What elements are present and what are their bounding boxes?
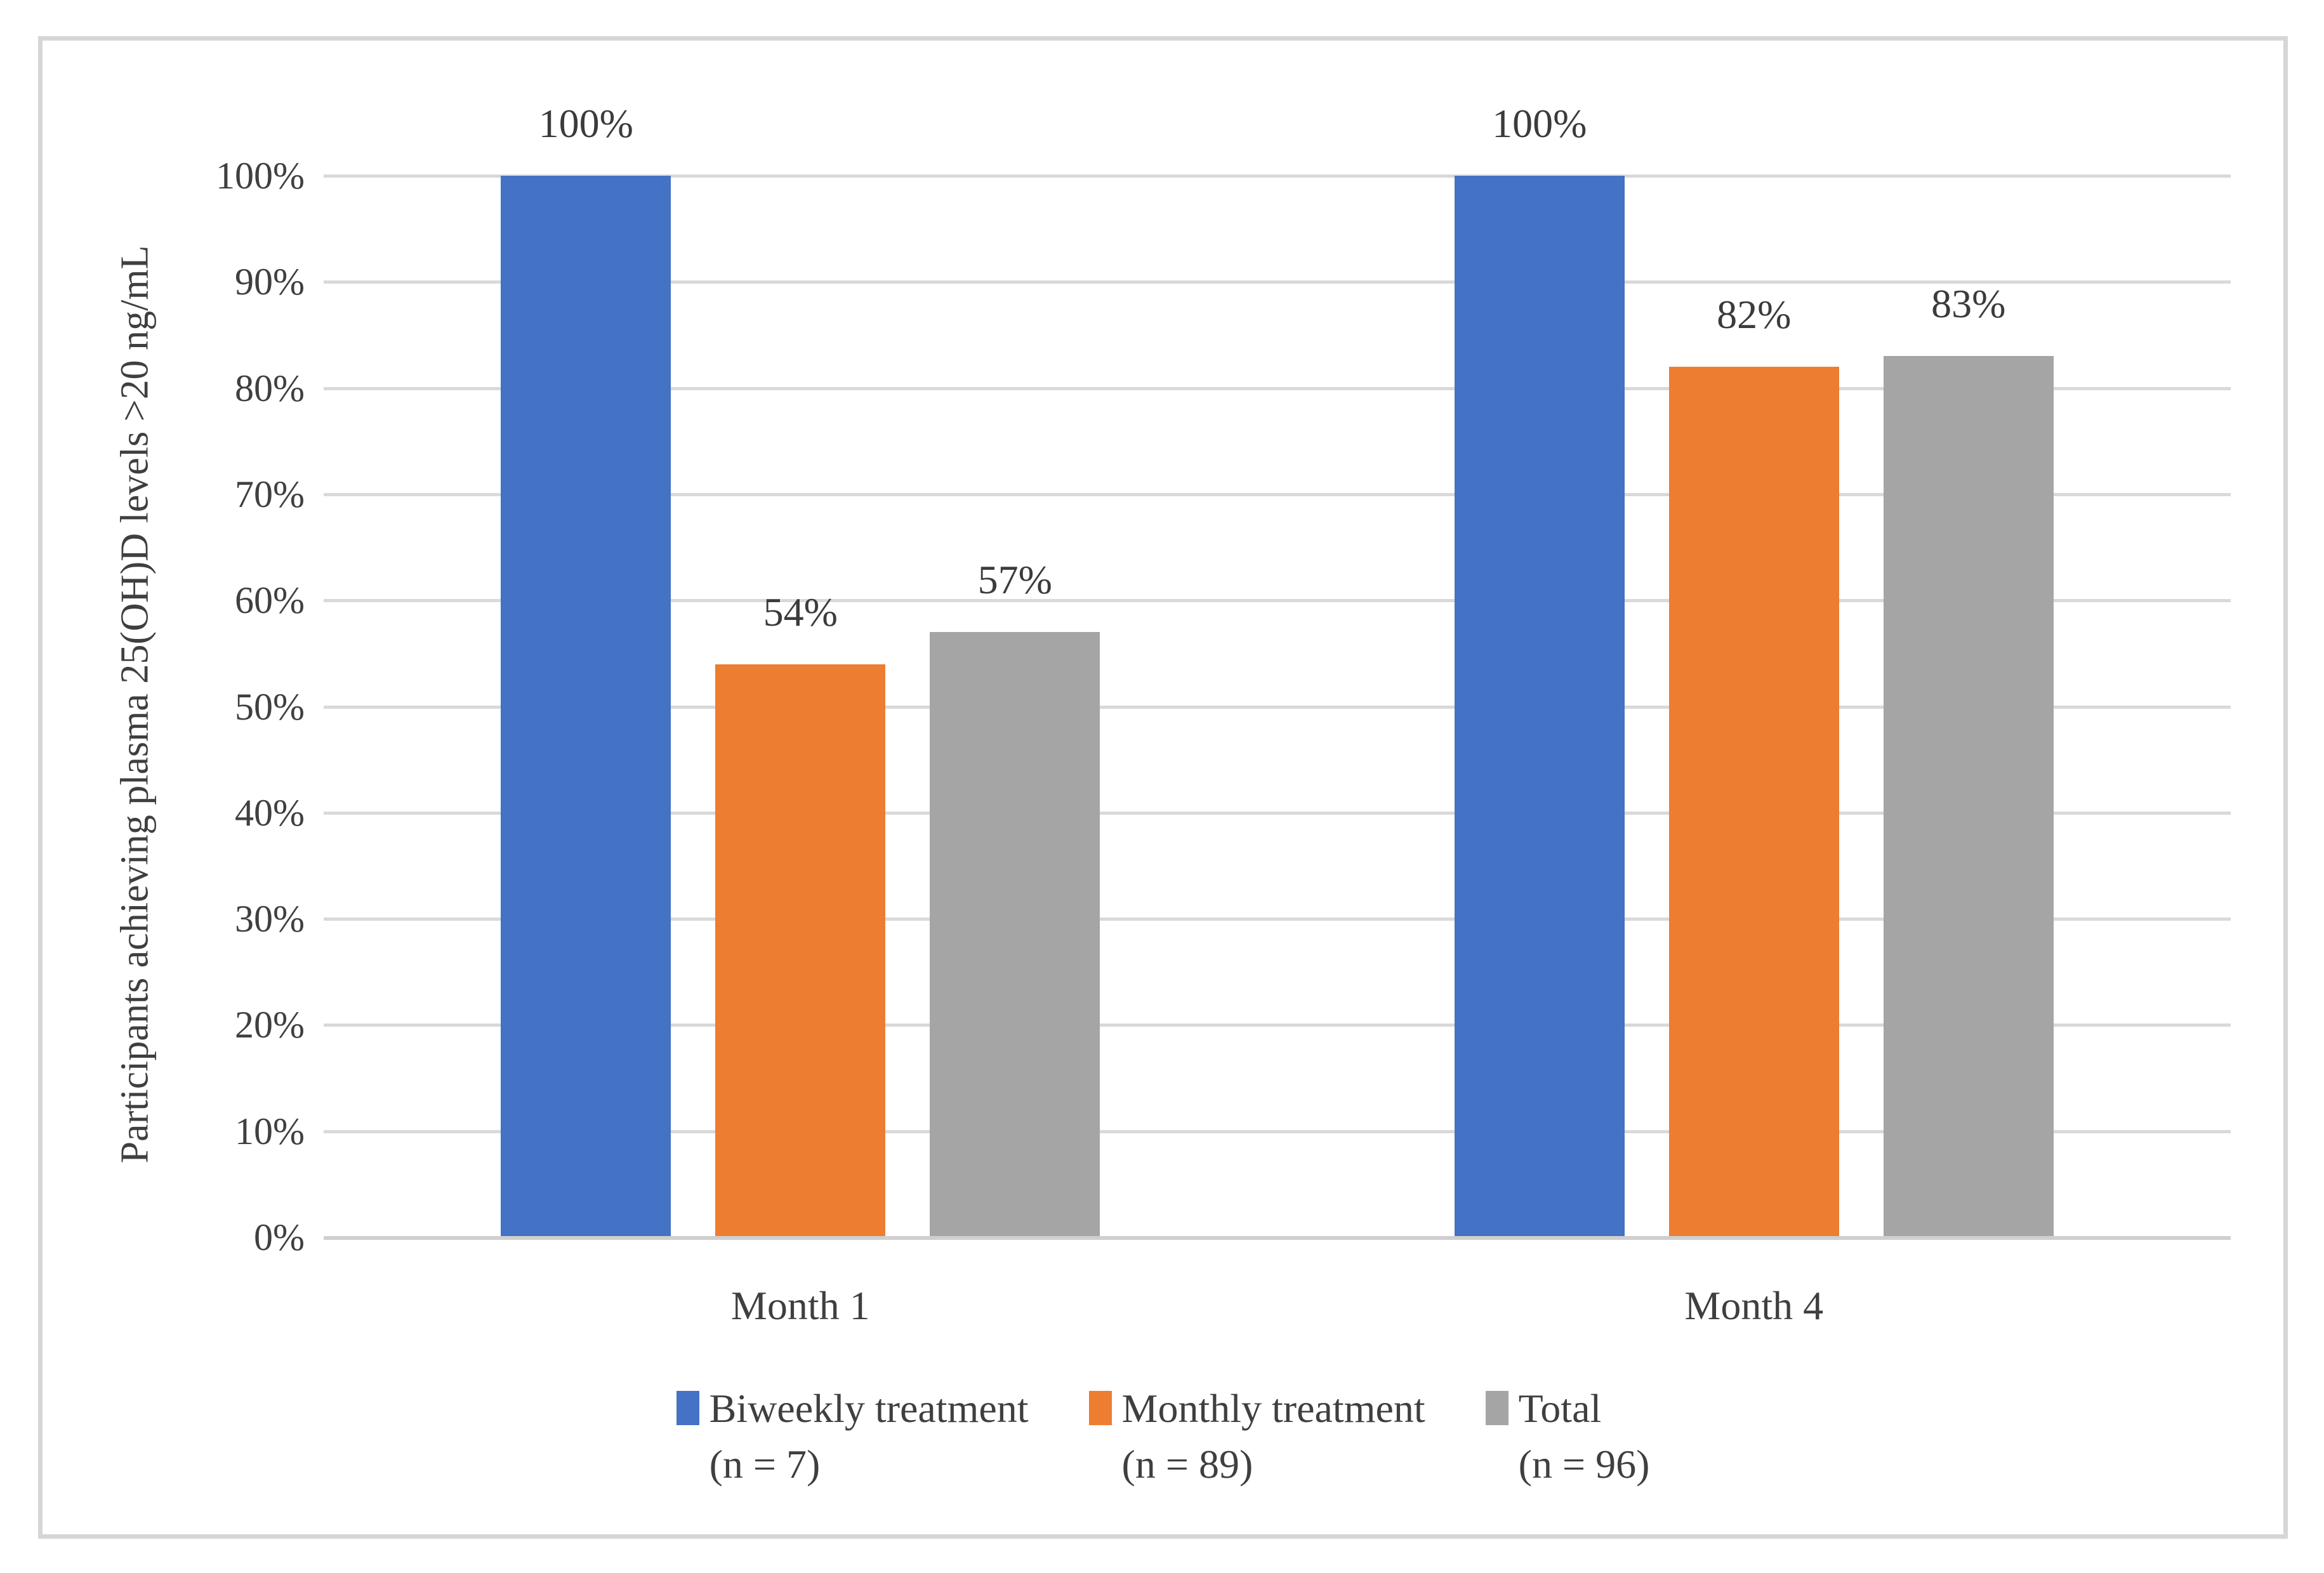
bar [1454,176,1625,1237]
y-tick-label: 50% [235,685,305,728]
legend-item: Biweekly treatment (n = 7) [676,1381,1029,1492]
legend-swatch [1485,1391,1509,1425]
legend-sublabel: (n = 89) [1121,1442,1253,1487]
y-tick-label: 0% [254,1216,305,1258]
y-tick-label: 100% [216,155,305,197]
legend-item: Monthly treatment (n = 89) [1088,1381,1425,1492]
gridline [324,492,2231,496]
gridline [324,599,2231,603]
category-label: Month 1 [730,1283,870,1328]
bar [715,664,886,1237]
gridline [324,918,2231,921]
legend-sublabel: (n = 96) [1518,1442,1650,1487]
gridline [324,1023,2231,1027]
bar [1668,367,1839,1237]
bar [930,632,1100,1237]
bar [1883,356,2054,1237]
x-axis-line [324,1236,2231,1240]
legend-label: Monthly treatment [1121,1386,1425,1431]
gridline [324,386,2231,390]
bar-value-label: 57% [977,557,1052,603]
bar-value-label: 100% [1492,101,1587,146]
gridline [324,174,2231,178]
legend-text: Monthly treatment (n = 89) [1122,1381,1425,1492]
bar [501,176,671,1237]
category-label: Month 4 [1684,1283,1824,1328]
y-tick-label: 90% [235,261,305,303]
legend-text: Total (n = 96) [1519,1381,1650,1492]
legend-sublabel: (n = 7) [709,1442,821,1487]
y-tick-label: 20% [235,1004,305,1046]
y-tick-label: 70% [235,473,305,515]
legend-swatch [676,1391,699,1425]
bar-value-label: 54% [763,589,838,635]
legend: Biweekly treatment (n = 7) Monthly treatme… [38,1381,2288,1492]
y-tick-label: 80% [235,367,305,409]
y-tick-label: 30% [235,898,305,940]
legend-text: Biweekly treatment (n = 7) [710,1381,1029,1492]
bar-value-label: 82% [1717,292,1792,338]
gridline [324,811,2231,815]
legend-swatch [1088,1391,1112,1425]
legend-label: Total [1518,1386,1602,1431]
y-tick-label: 10% [235,1110,305,1152]
bar-value-label: 83% [1931,281,2006,327]
gridline [324,280,2231,284]
legend-label: Biweekly treatment [709,1386,1029,1431]
bar-value-label: 100% [538,101,633,146]
legend-item: Total (n = 96) [1485,1381,1650,1492]
gridline [324,705,2231,709]
y-tick-label: 40% [235,791,305,834]
gridline [324,1129,2231,1133]
y-tick-label: 60% [235,579,305,622]
